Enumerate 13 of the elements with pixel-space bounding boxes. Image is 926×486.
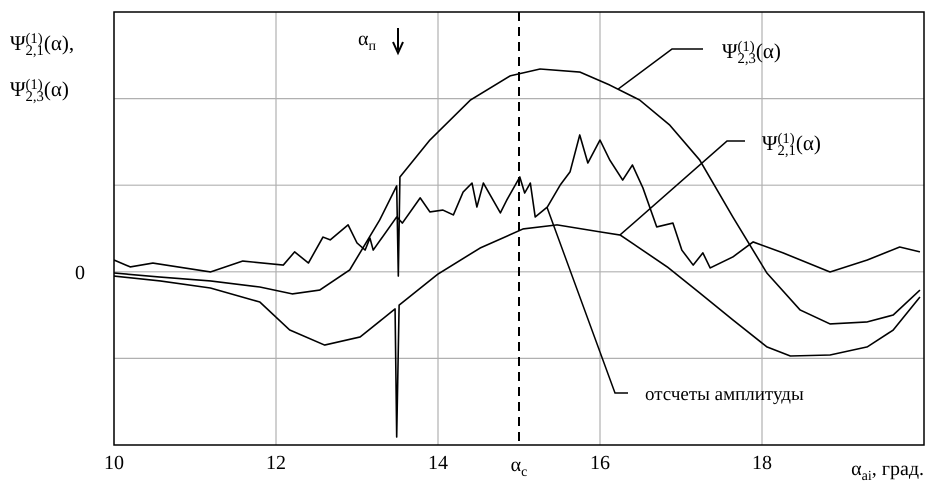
x-tick-label: 18 <box>752 452 772 474</box>
text: Ψ$_{2,3}$$^{(1)}$(α) <box>722 39 781 68</box>
text: Ψ$_{2,1}$$^{(1)}$(α), Ψ$_{2,3}$$^{(1)}$(α) <box>10 31 74 106</box>
x-tick-label: 16 <box>590 452 610 474</box>
text: отсчеты амплитуды <box>645 384 804 405</box>
x-axis-title: α$_{ai}$, град. <box>851 458 924 484</box>
text: Ψ$_{2,1}$$^{(1)}$(α) <box>762 131 821 160</box>
ref-line-label: α$_{c}$ <box>510 454 528 480</box>
x-tick-label: 12 <box>266 452 286 474</box>
text: α$_{п}$ <box>358 28 376 54</box>
text: 0 <box>75 262 85 284</box>
x-tick-label: 10 <box>104 452 124 474</box>
x-tick-label: 14 <box>428 452 448 474</box>
